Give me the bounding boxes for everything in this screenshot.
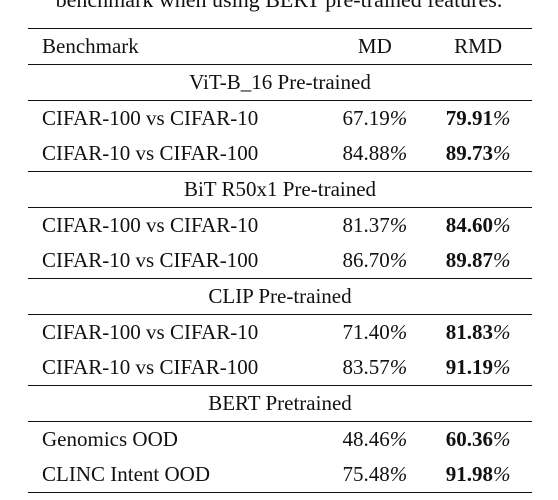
section-header-row: BiT R50x1 Pre-trained — [28, 171, 532, 208]
header-row: Benchmark MD RMD — [28, 28, 532, 65]
cell-md: 86.70% — [325, 243, 424, 279]
section-header-row: CLIP Pre-trained — [28, 278, 532, 315]
cell-rmd-value: 84.60 — [445, 213, 493, 237]
cell-md-value: 81.37 — [342, 213, 390, 237]
table-row: CIFAR-100 vs CIFAR-10 67.19% 79.91% — [28, 100, 532, 137]
percent-sign: % — [492, 320, 511, 344]
cell-md: 75.48% — [325, 457, 424, 493]
percent-sign: % — [389, 141, 408, 165]
cell-rmd: 81.83% — [424, 315, 532, 351]
cell-md: 71.40% — [325, 315, 424, 351]
table-caption: benchmark when using BERT pre-trained fe… — [0, 0, 558, 14]
section-title: CLIP Pre-trained — [208, 284, 352, 308]
cell-rmd: 84.60% — [424, 208, 532, 244]
cell-benchmark: Genomics OOD — [42, 427, 178, 451]
cell-rmd: 91.98% — [424, 457, 532, 493]
percent-sign: % — [389, 462, 408, 486]
percent-sign: % — [389, 320, 408, 344]
table-row: Genomics OOD 48.46% 60.36% — [28, 421, 532, 458]
table-row: CIFAR-100 vs CIFAR-10 71.40% 81.83% — [28, 314, 532, 351]
table-row: CLINC Intent OOD 75.48% 91.98% — [28, 457, 532, 493]
header-md: MD — [357, 34, 392, 58]
cell-rmd-value: 89.73 — [445, 141, 493, 165]
section-title: ViT-B_16 Pre-trained — [189, 70, 371, 94]
cell-md-value: 71.40 — [342, 320, 390, 344]
percent-sign: % — [492, 355, 511, 379]
table-row: CIFAR-10 vs CIFAR-100 86.70% 89.87% — [28, 243, 532, 279]
cell-rmd-value: 79.91 — [445, 106, 493, 130]
percent-sign: % — [492, 462, 511, 486]
results-table-container: Benchmark MD RMD ViT-B_16 Pre-trained CIF… — [28, 28, 532, 493]
percent-sign: % — [389, 213, 408, 237]
cell-rmd-value: 81.83 — [445, 320, 493, 344]
cell-md: 81.37% — [325, 208, 424, 244]
cell-benchmark: CIFAR-10 vs CIFAR-100 — [42, 248, 259, 272]
cell-md: 84.88% — [325, 136, 424, 172]
percent-sign: % — [389, 106, 408, 130]
percent-sign: % — [492, 141, 511, 165]
cell-rmd-value: 91.19 — [445, 355, 493, 379]
cell-rmd-value: 91.98 — [445, 462, 493, 486]
cell-rmd: 89.73% — [424, 136, 532, 172]
cell-rmd-value: 60.36 — [445, 427, 493, 451]
header-benchmark: Benchmark — [42, 34, 139, 58]
percent-sign: % — [492, 213, 511, 237]
cell-benchmark: CLINC Intent OOD — [42, 462, 210, 486]
cell-md-value: 86.70 — [342, 248, 390, 272]
cell-benchmark: CIFAR-100 vs CIFAR-10 — [42, 213, 259, 237]
cell-rmd: 60.36% — [424, 422, 532, 458]
section-title: BiT R50x1 Pre-trained — [183, 177, 377, 201]
cell-md: 83.57% — [325, 350, 424, 386]
cell-rmd-value: 89.87 — [445, 248, 493, 272]
cell-md-value: 67.19 — [342, 106, 390, 130]
percent-sign: % — [389, 427, 408, 451]
table-row: CIFAR-10 vs CIFAR-100 84.88% 89.73% — [28, 136, 532, 172]
cell-rmd: 79.91% — [424, 101, 532, 137]
table-row: CIFAR-10 vs CIFAR-100 83.57% 91.19% — [28, 350, 532, 386]
percent-sign: % — [389, 355, 408, 379]
cell-md-value: 75.48 — [342, 462, 390, 486]
cell-benchmark: CIFAR-100 vs CIFAR-10 — [42, 320, 259, 344]
table-body: ViT-B_16 Pre-trained CIFAR-100 vs CIFAR-1… — [28, 64, 532, 493]
section-header-row: ViT-B_16 Pre-trained — [28, 64, 532, 101]
cell-md: 48.46% — [325, 422, 424, 458]
cell-md-value: 84.88 — [342, 141, 390, 165]
cell-benchmark: CIFAR-10 vs CIFAR-100 — [42, 355, 259, 379]
percent-sign: % — [389, 248, 408, 272]
cell-md-value: 48.46 — [342, 427, 390, 451]
table-row: CIFAR-100 vs CIFAR-10 81.37% 84.60% — [28, 207, 532, 244]
results-table: Benchmark MD RMD ViT-B_16 Pre-trained CIF… — [28, 28, 532, 493]
cell-benchmark: CIFAR-100 vs CIFAR-10 — [42, 106, 259, 130]
percent-sign: % — [492, 248, 511, 272]
percent-sign: % — [492, 427, 511, 451]
section-title: BERT Pretrained — [208, 391, 352, 415]
section-header-row: BERT Pretrained — [28, 385, 532, 422]
cell-md: 67.19% — [325, 101, 424, 137]
percent-sign: % — [492, 106, 511, 130]
cell-rmd: 91.19% — [424, 350, 532, 386]
cell-benchmark: CIFAR-10 vs CIFAR-100 — [42, 141, 259, 165]
header-rmd: RMD — [454, 34, 503, 58]
cell-md-value: 83.57 — [342, 355, 390, 379]
cell-rmd: 89.87% — [424, 243, 532, 279]
